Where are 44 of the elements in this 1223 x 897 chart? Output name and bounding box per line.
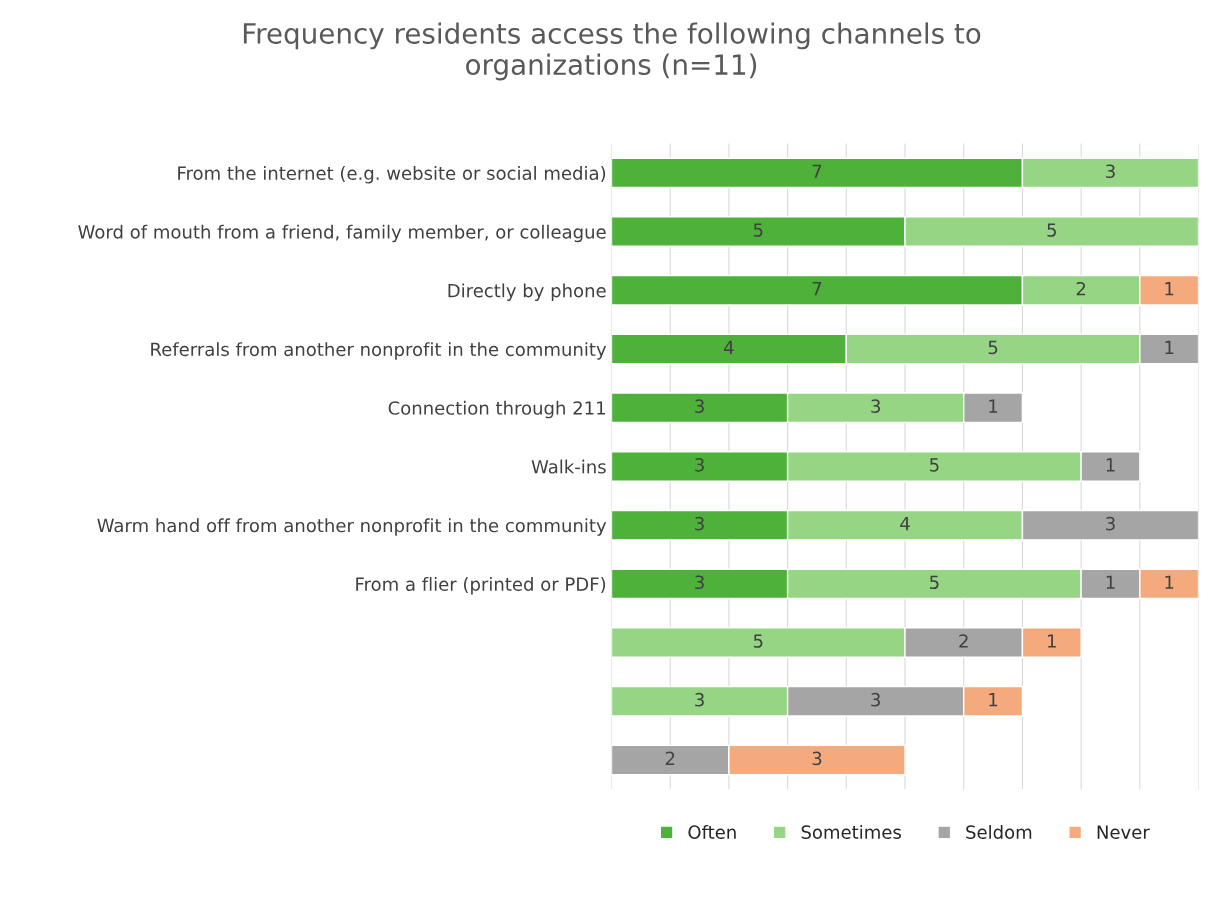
y-tick-label: From the internet (e.g. website or social media) bbox=[178, 166, 606, 184]
data-label: 3 bbox=[871, 399, 880, 413]
data-label: 1 bbox=[1165, 575, 1174, 589]
data-label: 5 bbox=[1047, 223, 1056, 237]
y-tick-label: Word of mouth from a friend, family member, or colleague bbox=[78, 224, 606, 243]
data-label: 1 bbox=[1165, 282, 1174, 296]
data-label: 1 bbox=[1106, 575, 1115, 589]
y-tick-label: From a flier (printed or PDF) bbox=[356, 577, 606, 595]
data-label: 1 bbox=[1048, 634, 1056, 648]
data-label: 4 bbox=[900, 516, 910, 531]
data-label: 4 bbox=[724, 340, 734, 354]
data-label: 3 bbox=[695, 692, 704, 707]
data-label: 3 bbox=[695, 516, 704, 531]
y-tick-label: Walk-ins bbox=[531, 459, 606, 474]
data-label: 5 bbox=[988, 340, 998, 355]
chart-title: Frequency residents access the following channels to organizations (n=11) bbox=[243, 22, 981, 81]
data-label: 2 bbox=[959, 634, 968, 648]
data-label: 3 bbox=[1106, 516, 1115, 531]
legend-label: Sometimes bbox=[801, 824, 901, 839]
legend-label: Never bbox=[1097, 825, 1150, 839]
data-label: 1 bbox=[989, 693, 998, 707]
data-label: 3 bbox=[695, 575, 704, 590]
data-label: 3 bbox=[871, 692, 880, 707]
data-label: 7 bbox=[812, 282, 822, 296]
y-tick-label: Connection through 211 bbox=[388, 400, 605, 419]
data-label: 1 bbox=[989, 399, 998, 413]
data-label: 2 bbox=[665, 751, 675, 765]
data-label: 3 bbox=[1106, 164, 1115, 179]
data-label: 5 bbox=[753, 223, 763, 237]
y-tick-label: Warm hand off from another nonprofit in the community bbox=[97, 518, 607, 536]
data-label: 3 bbox=[695, 399, 704, 413]
data-label: 2 bbox=[1076, 281, 1086, 296]
data-label: 7 bbox=[812, 164, 822, 178]
legend-label: Often bbox=[688, 824, 736, 839]
data-label: 5 bbox=[930, 575, 939, 590]
data-label: 5 bbox=[753, 634, 763, 648]
y-tick-label: Directly by phone bbox=[448, 283, 606, 301]
legend-label: Seldom bbox=[966, 824, 1032, 839]
data-label: 5 bbox=[930, 458, 939, 472]
data-label: 3 bbox=[695, 458, 704, 472]
data-label: 3 bbox=[812, 751, 822, 766]
data-label: 1 bbox=[1106, 458, 1115, 472]
y-tick-label: Referrals from another nonprofit in the community bbox=[151, 342, 607, 360]
data-label: 1 bbox=[1165, 340, 1174, 354]
